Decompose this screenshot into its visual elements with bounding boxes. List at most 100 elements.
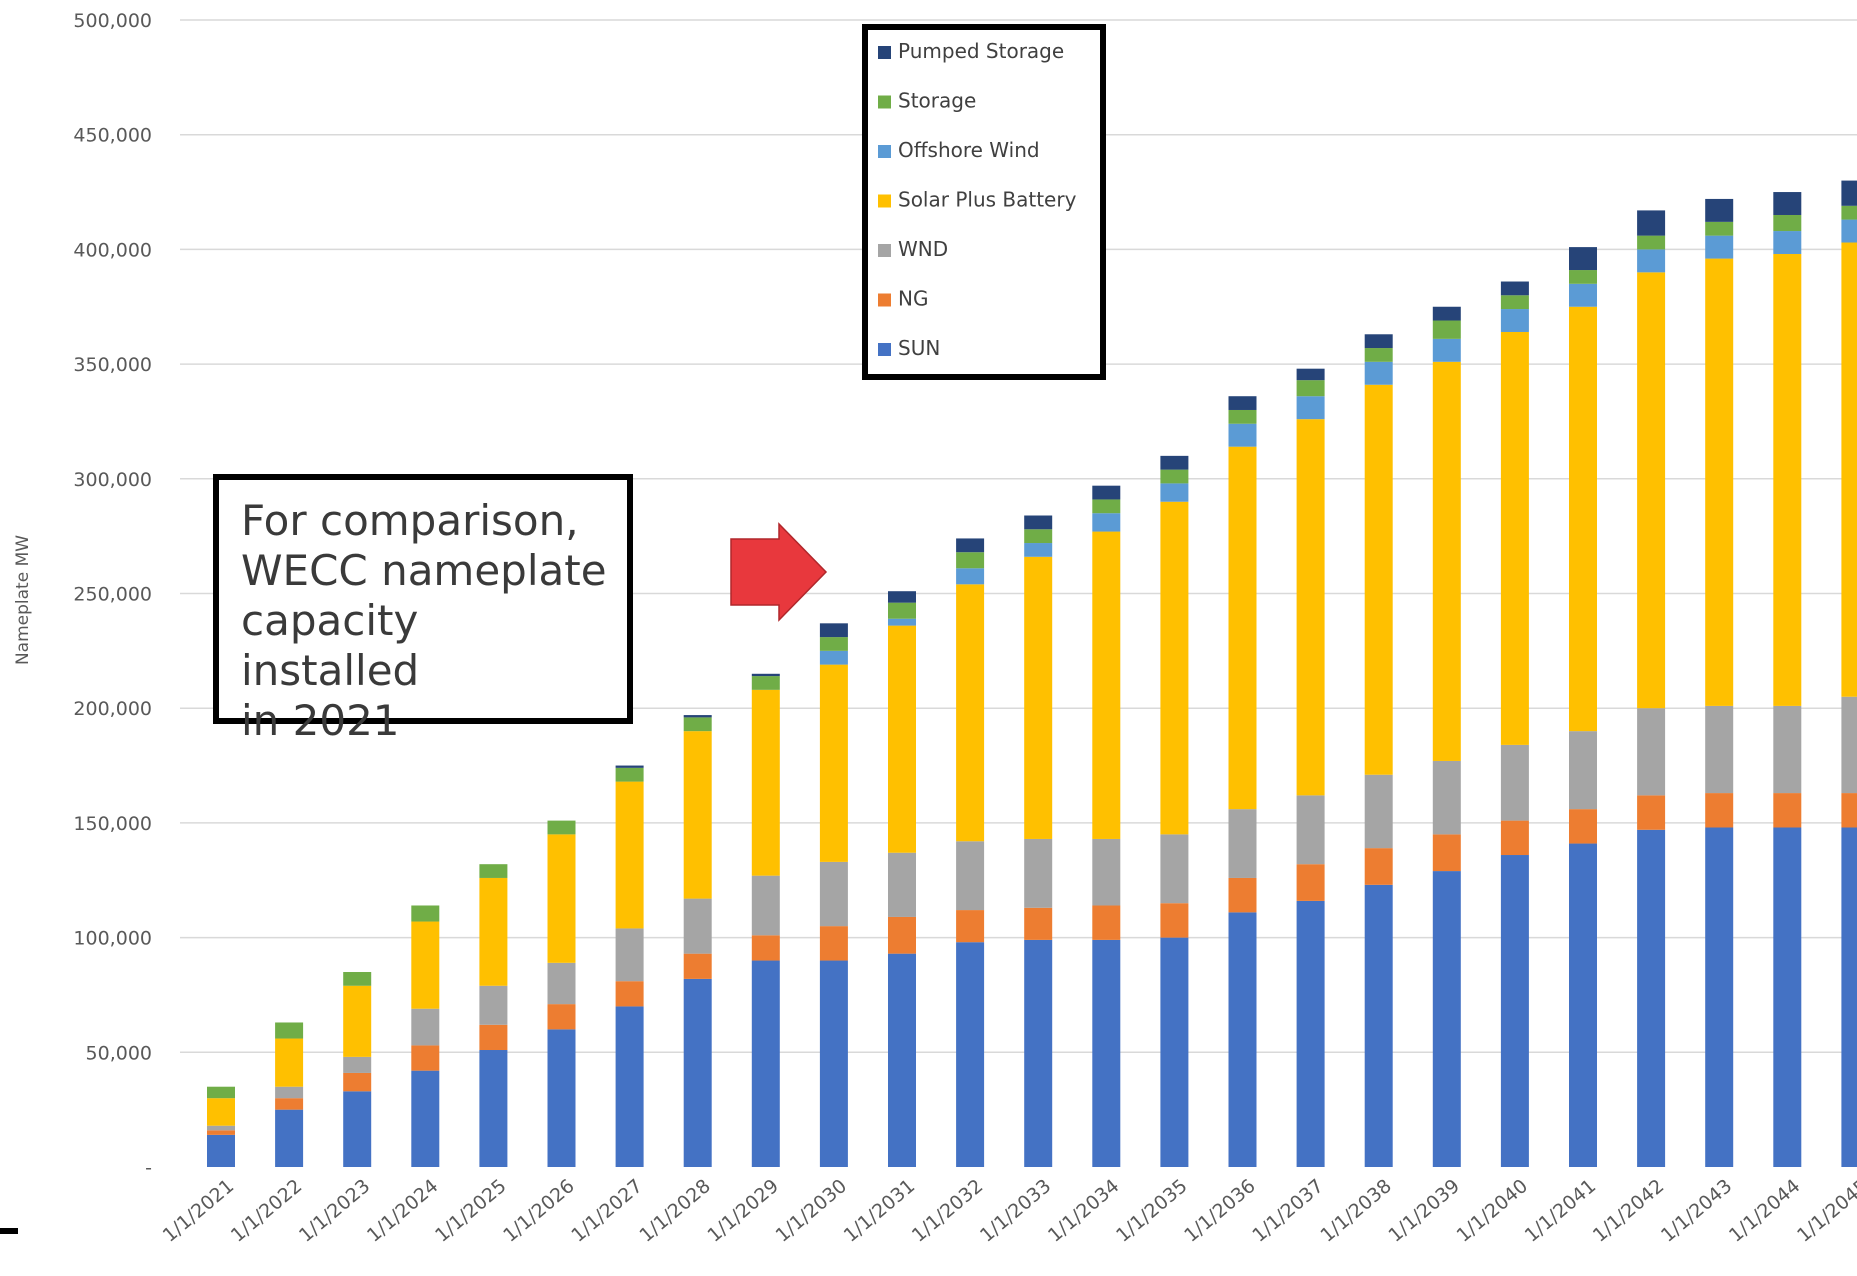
legend-swatch bbox=[878, 194, 891, 208]
bar-segment bbox=[683, 953, 712, 979]
x-tick-label: 1/1/2031 bbox=[840, 1175, 920, 1247]
bar-segment bbox=[1637, 210, 1666, 236]
bar-segment bbox=[1296, 419, 1325, 796]
bar-segment bbox=[683, 715, 712, 718]
bar-segment bbox=[615, 765, 644, 768]
bar-segment bbox=[615, 767, 644, 782]
bar-segment bbox=[751, 935, 780, 961]
bar-segment bbox=[1432, 871, 1461, 1167]
bar-segment bbox=[1841, 180, 1857, 206]
bar-segment bbox=[956, 552, 985, 569]
bar-segment bbox=[1296, 368, 1325, 381]
bar-segment bbox=[751, 689, 780, 876]
bar-segment bbox=[207, 1098, 235, 1126]
bar-segment bbox=[1637, 829, 1666, 1167]
bar-segment bbox=[343, 1072, 372, 1092]
bar-segment bbox=[207, 1134, 235, 1167]
y-tick-label: 50,000 bbox=[86, 1042, 152, 1064]
bar-segment bbox=[1228, 423, 1257, 447]
y-tick-label: - bbox=[145, 1157, 152, 1179]
bar-segment bbox=[1024, 838, 1053, 908]
bar-segment bbox=[1160, 903, 1189, 938]
bar-segment bbox=[1841, 827, 1857, 1167]
bar-segment bbox=[411, 905, 440, 922]
legend-swatch bbox=[878, 244, 891, 257]
bar-segment bbox=[1432, 306, 1461, 321]
x-tick-label: 1/1/2032 bbox=[908, 1175, 988, 1247]
bar-segment bbox=[683, 978, 712, 1167]
bar-segment bbox=[615, 1006, 644, 1167]
bar-segment bbox=[1024, 556, 1053, 839]
bar-segment bbox=[1569, 843, 1597, 1167]
bar-segment bbox=[888, 953, 916, 1167]
bar-segment bbox=[1637, 708, 1666, 796]
bar-segment bbox=[1773, 253, 1802, 706]
bar-segment bbox=[1500, 309, 1529, 332]
bar-segment bbox=[1705, 827, 1734, 1167]
red-arrow-icon bbox=[730, 522, 828, 622]
bar-segment bbox=[1092, 905, 1121, 940]
y-axis-tick-labels: - 50,000 100,000 150,000 200,000 250,000 300,0… bbox=[73, 10, 152, 1179]
bar-segment bbox=[1773, 705, 1802, 794]
y-tick-label: 500,000 bbox=[73, 10, 152, 32]
bar-segment bbox=[615, 981, 644, 1007]
bar-segment bbox=[1024, 529, 1053, 544]
bar-segment bbox=[1092, 531, 1121, 839]
bar-segment bbox=[819, 623, 848, 638]
bar-segment bbox=[615, 781, 644, 929]
x-axis-tick-labels: 1/1/20211/1/20221/1/20231/1/20241/1/2025… bbox=[159, 1175, 1857, 1247]
bar-segment bbox=[1773, 827, 1802, 1167]
bar-segment bbox=[1160, 501, 1189, 835]
bar-segment bbox=[547, 1004, 576, 1030]
x-tick-label: 1/1/2042 bbox=[1589, 1175, 1669, 1247]
x-tick-label: 1/1/2044 bbox=[1725, 1175, 1805, 1247]
bar-segment bbox=[1160, 483, 1189, 502]
legend-frame bbox=[862, 24, 1106, 380]
bar-segment bbox=[888, 916, 916, 954]
bar-segment bbox=[1432, 320, 1461, 339]
bar-segment bbox=[207, 1086, 235, 1099]
bar-segment bbox=[547, 1029, 576, 1167]
bar-segment bbox=[1500, 820, 1529, 856]
callout-line-4: in 2021 bbox=[241, 696, 400, 745]
bar-segment bbox=[207, 1125, 235, 1131]
bar-segment bbox=[1841, 242, 1857, 697]
bar-segment bbox=[1228, 446, 1257, 810]
bar-segment bbox=[956, 568, 985, 585]
bar-segment bbox=[1773, 192, 1802, 215]
bar-segment bbox=[683, 731, 712, 899]
x-tick-label: 1/1/2029 bbox=[703, 1175, 783, 1247]
bar-segment bbox=[1296, 864, 1325, 901]
x-tick-label: 1/1/2037 bbox=[1248, 1175, 1328, 1247]
bar-segment bbox=[1092, 939, 1121, 1167]
bar-segment bbox=[1705, 221, 1734, 236]
x-tick-label: 1/1/2036 bbox=[1180, 1175, 1260, 1247]
bar-segment bbox=[343, 1091, 372, 1167]
callout-line-1: For comparison, bbox=[241, 496, 579, 545]
bar-segment bbox=[956, 841, 985, 911]
legend-label: Offshore Wind bbox=[898, 138, 1040, 162]
bar-segment bbox=[888, 602, 916, 619]
y-tick-label: 350,000 bbox=[73, 354, 152, 376]
bar-segment bbox=[819, 926, 848, 961]
bar-segment bbox=[1500, 331, 1529, 745]
bar-segment bbox=[1841, 793, 1857, 828]
bar-segment bbox=[1364, 384, 1393, 775]
bar-segment bbox=[1296, 396, 1325, 420]
y-tick-label: 200,000 bbox=[73, 698, 152, 720]
bar-segment bbox=[1228, 912, 1257, 1167]
bar-segment bbox=[1637, 249, 1666, 273]
bar-segment bbox=[275, 1038, 304, 1087]
bar-segment bbox=[1364, 884, 1393, 1167]
bar-segment bbox=[1432, 760, 1461, 835]
y-tick-label: 400,000 bbox=[73, 239, 152, 261]
x-tick-label: 1/1/2030 bbox=[772, 1175, 852, 1247]
bar-segment bbox=[1092, 513, 1121, 532]
bar-segment bbox=[1092, 838, 1121, 906]
bar-segment bbox=[343, 972, 372, 986]
bar-segment bbox=[1705, 705, 1734, 794]
bar-segment bbox=[1569, 306, 1597, 732]
bar-segment bbox=[683, 717, 712, 732]
bar-segment bbox=[888, 852, 916, 917]
x-tick-label: 1/1/2040 bbox=[1453, 1175, 1533, 1247]
